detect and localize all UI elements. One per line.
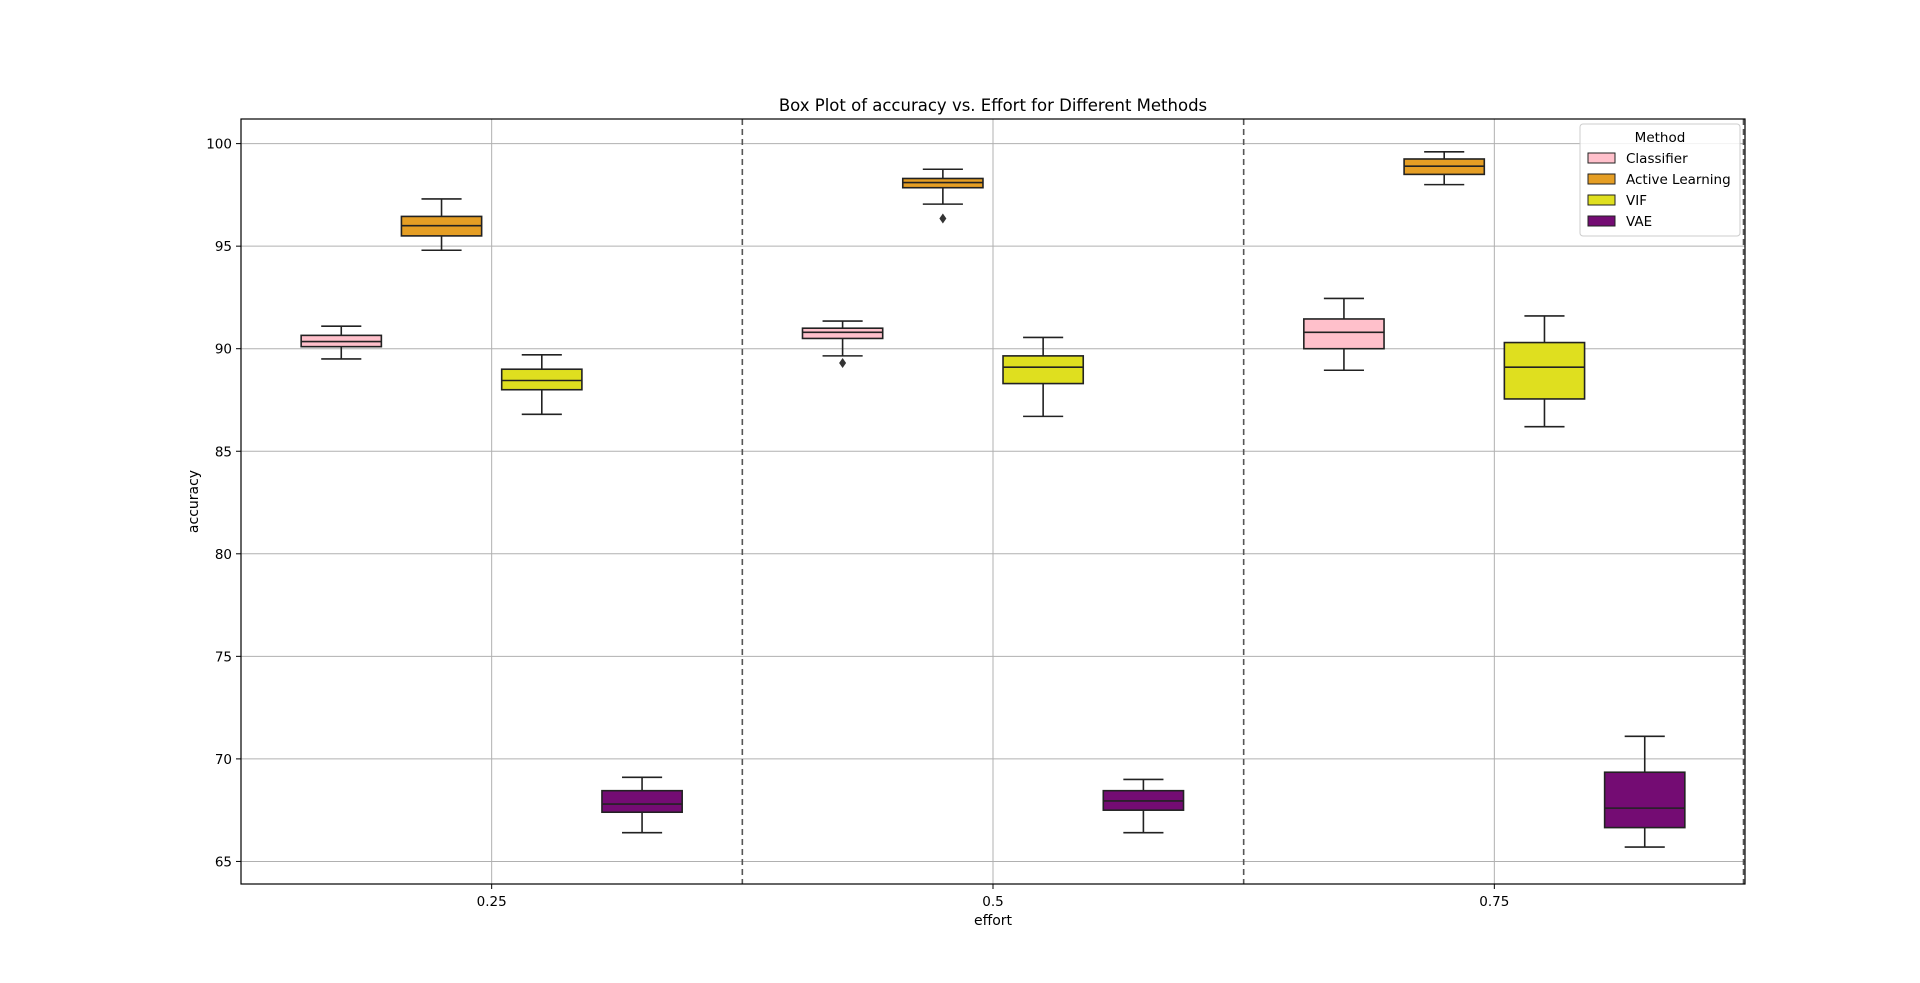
- box-classifier: [801, 320, 884, 369]
- box-active-learning: [901, 168, 984, 224]
- legend-label: Classifier: [1626, 151, 1688, 167]
- box-vif: [500, 354, 583, 416]
- y-axis-ticks: 65 70 75 80 85 90 95 100: [206, 137, 241, 870]
- y-tick-label: 100: [206, 137, 232, 153]
- x-tick-label: 0.75: [1479, 894, 1509, 910]
- y-tick-label: 70: [215, 752, 232, 768]
- y-axis-label: accuracy: [186, 470, 202, 533]
- x-axis-label: effort: [974, 913, 1013, 929]
- legend-swatch: [1587, 194, 1616, 206]
- x-axis-ticks: 0.25 0.5 0.75: [477, 884, 1509, 910]
- x-tick-label: 0.5: [982, 894, 1003, 910]
- box-vae: [1102, 778, 1185, 834]
- box-active-learning: [400, 198, 483, 252]
- legend: Method Classifier Active Learning VIF VAE: [1579, 123, 1741, 237]
- y-tick-label: 95: [215, 239, 232, 255]
- y-tick-label: 85: [215, 444, 232, 460]
- legend-label: VIF: [1626, 193, 1647, 209]
- box-iqr: [1603, 771, 1686, 829]
- legend-label: Active Learning: [1626, 172, 1731, 188]
- box-active-learning: [1403, 151, 1486, 186]
- chart-title: Box Plot of accuracy vs. Effort for Diff…: [779, 96, 1207, 115]
- outlier-point: [839, 358, 847, 369]
- legend-swatch: [1587, 215, 1616, 227]
- grid-lines: [241, 119, 1745, 884]
- box-vif: [1503, 315, 1586, 428]
- box-iqr: [1503, 341, 1586, 400]
- legend-frame: [1579, 123, 1741, 237]
- outlier-point: [939, 213, 947, 224]
- box-classifier: [300, 325, 383, 360]
- legend-label: VAE: [1626, 214, 1652, 230]
- group-separators: [741, 119, 1745, 884]
- box-vae: [1603, 735, 1686, 848]
- legend-swatch: [1587, 152, 1616, 164]
- box-iqr: [601, 789, 683, 814]
- box-iqr: [1303, 318, 1385, 350]
- box-vif: [1002, 336, 1085, 418]
- legend-title: Method: [1635, 130, 1686, 146]
- y-tick-label: 90: [215, 342, 232, 358]
- legend-items: Classifier Active Learning VIF VAE: [1587, 151, 1731, 230]
- box-vae: [601, 776, 683, 834]
- box-iqr: [500, 368, 583, 391]
- box-classifier: [1303, 297, 1385, 372]
- x-tick-label: 0.25: [477, 894, 507, 910]
- box-iqr: [1002, 355, 1085, 385]
- box-iqr: [801, 327, 884, 340]
- legend-swatch: [1587, 173, 1616, 185]
- y-tick-label: 80: [215, 547, 232, 563]
- box-series: [300, 151, 1686, 848]
- y-tick-label: 75: [215, 649, 232, 665]
- y-tick-label: 65: [215, 854, 232, 870]
